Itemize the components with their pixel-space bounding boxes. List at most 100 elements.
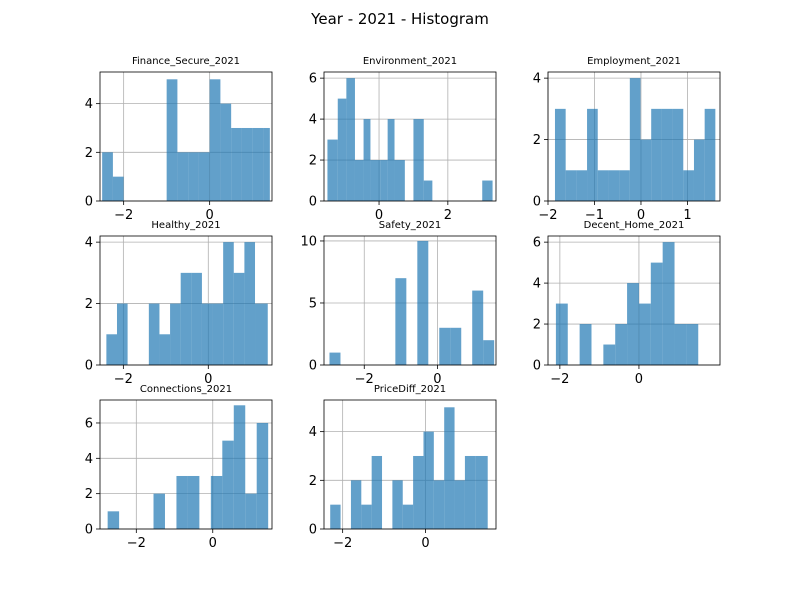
histogram-bar (245, 493, 257, 529)
histogram-bar (674, 324, 687, 365)
y-tick-label: 6 (85, 416, 93, 431)
histogram-bar (450, 327, 462, 365)
histogram-bar (170, 303, 181, 365)
y-tick-label: 0 (309, 523, 317, 538)
histogram-bar (337, 98, 347, 201)
histogram-bar (423, 180, 433, 201)
histogram-bar (180, 272, 192, 365)
subplot-title: Safety_2021 (379, 220, 441, 231)
histogram-bar (433, 480, 445, 529)
histogram-bar (627, 283, 639, 365)
x-tick-label: −2 (333, 536, 352, 551)
histogram-bar (672, 108, 684, 201)
x-tick-label: 0 (375, 208, 383, 223)
histogram-bar (330, 504, 341, 529)
figure-title: Year - 2021 - Histogram (310, 10, 489, 28)
histogram-bar (222, 440, 234, 529)
histogram-bar (198, 152, 210, 201)
histogram-bar (329, 352, 341, 365)
histogram-bar (392, 480, 403, 529)
histogram-bar (417, 240, 429, 365)
histogram-bar (395, 278, 407, 365)
histogram-bar (201, 303, 213, 365)
y-tick-label: 2 (85, 297, 93, 312)
y-tick-label: 4 (533, 277, 541, 292)
x-tick-label: −2 (114, 208, 133, 223)
histogram-bar (327, 139, 338, 201)
histogram-bar (629, 78, 641, 201)
x-tick-label: 0 (209, 536, 217, 551)
histogram-bar (576, 170, 588, 201)
histogram-bar (423, 431, 434, 529)
subplot-Healthy_2021: −2 0 0 2 4 Healthy_2021 (85, 220, 273, 387)
subplot-title: Employment_2021 (587, 56, 681, 67)
histogram-bar (106, 334, 117, 365)
histogram-bar (638, 303, 651, 365)
x-tick-label: 0 (421, 536, 429, 551)
histogram-bar (597, 170, 609, 201)
subplot-Employment_2021: −2 −1 0 1 0 2 4 Employment_2021 (533, 56, 721, 223)
histogram-bar (116, 303, 128, 365)
histogram-bar (444, 407, 455, 529)
y-tick-label: 2 (309, 154, 317, 169)
histogram-bar (231, 127, 242, 201)
y-tick-label: 4 (309, 113, 317, 128)
x-tick-label: −2 (114, 372, 133, 387)
x-tick-label: −2 (538, 208, 557, 223)
y-tick-label: 0 (309, 359, 317, 374)
subplot-title: Environment_2021 (363, 56, 457, 67)
histogram-bar (255, 303, 268, 365)
histogram-bar (475, 455, 488, 529)
axes-frame (99, 235, 273, 366)
histogram-bar (394, 160, 405, 201)
histogram-bar (363, 119, 371, 201)
x-tick-label: 1 (683, 208, 691, 223)
histogram-bar (413, 119, 424, 201)
subplot-title: Healthy_2021 (151, 220, 220, 231)
histogram-bar (650, 262, 663, 365)
axes-frame (547, 235, 721, 366)
y-tick-label: 5 (309, 296, 317, 311)
histogram-bar (112, 176, 124, 201)
histogram-bar (619, 170, 630, 201)
x-tick-label: 0 (637, 208, 645, 223)
x-tick-label: −2 (355, 372, 374, 387)
histogram-bar (233, 272, 245, 365)
y-tick-label: 4 (533, 72, 541, 87)
histogram-bar (191, 272, 202, 365)
histogram-bar (615, 324, 628, 365)
histogram-bar (223, 242, 234, 365)
histogram-bar (148, 303, 160, 365)
histogram-bar (662, 242, 675, 365)
histogram-bar (555, 303, 568, 365)
x-tick-label: 2 (444, 208, 452, 223)
histogram-bar (209, 79, 221, 201)
histogram-bar (176, 475, 188, 529)
y-tick-label: 2 (85, 487, 93, 502)
axes-frame (323, 71, 497, 202)
histogram-bar (210, 475, 223, 529)
subplot-Decent_Home_2021: −2 0 0 2 4 6 Decent_Home_2021 (533, 220, 721, 387)
histogram-bar (565, 170, 577, 201)
histogram-bar (640, 139, 652, 201)
axes-frame (323, 399, 497, 530)
subplot-title: Connections_2021 (140, 384, 232, 395)
histogram-bar (402, 504, 414, 529)
histogram-bar (380, 160, 388, 201)
histogram-bar (387, 119, 395, 201)
histogram-bar (661, 108, 673, 201)
histogram-bar (153, 493, 165, 529)
histogram-bar (439, 327, 451, 365)
y-tick-label: 0 (533, 195, 541, 210)
histogram-bar (177, 152, 189, 201)
y-tick-label: 0 (85, 523, 93, 538)
subplot-Finance_Secure_2021: −2 0 0 2 4 Finance_Secure_2021 (85, 56, 273, 223)
histogram-bar (233, 405, 246, 529)
y-tick-label: 2 (533, 318, 541, 333)
subplot-Connections_2021: −2 0 0 2 4 6 Connections_2021 (85, 384, 273, 551)
y-tick-label: 0 (309, 195, 317, 210)
x-tick-label: −2 (550, 372, 569, 387)
histogram-bar (608, 170, 620, 201)
axes-frame (323, 235, 497, 366)
histogram-bar (454, 480, 465, 529)
